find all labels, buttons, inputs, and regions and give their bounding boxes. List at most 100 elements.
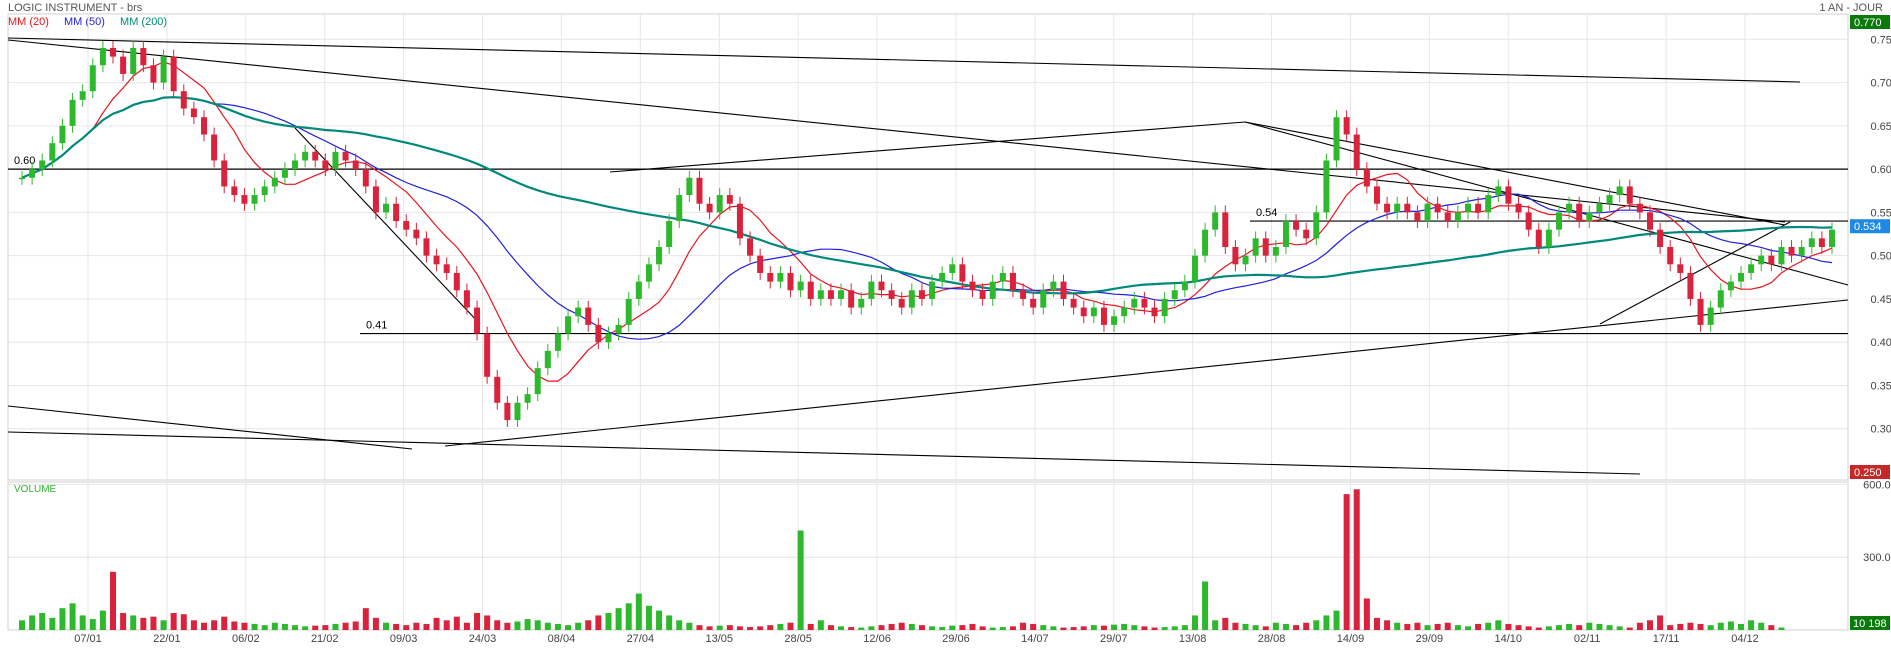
candle-body [989, 281, 996, 299]
candle-body [99, 47, 106, 66]
candle-body [1748, 264, 1755, 273]
date-tick-label: 02/11 [1574, 633, 1601, 645]
candle-body [1202, 229, 1209, 256]
candle-body [1808, 238, 1815, 247]
candle-body [524, 394, 531, 403]
volume-bar [949, 625, 956, 630]
chart-period[interactable]: 1 AN - JOUR [1819, 2, 1883, 14]
volume-tick-label: 300.0K [1863, 552, 1891, 564]
candle-body [999, 272, 1006, 282]
candle-body [1141, 298, 1148, 308]
candle-body [949, 264, 956, 273]
candle-body [1545, 229, 1552, 247]
trend-line [444, 299, 1849, 447]
volume-bar [1707, 625, 1714, 630]
candle-body [666, 221, 673, 247]
candle-body [211, 134, 218, 161]
volume-bar [605, 613, 612, 630]
candle-body [1090, 307, 1097, 317]
volume-bar [969, 623, 976, 630]
candle-body [1111, 316, 1118, 325]
trend-line [294, 127, 481, 325]
date-tick-label: 06/02 [232, 633, 260, 645]
date-tick-label: 13/05 [705, 633, 733, 645]
candle-body [918, 290, 925, 299]
candle-body [413, 229, 420, 239]
chart-title: LOGIC INSTRUMENT - brs [8, 2, 143, 14]
candle-body [1495, 186, 1502, 196]
high-price-tag: 0.770 [1854, 17, 1882, 29]
volume-bar [1262, 626, 1269, 630]
volume-bar [59, 608, 66, 630]
candle-body [362, 169, 369, 187]
candle-body [1626, 186, 1633, 204]
ma200-line [21, 96, 1833, 295]
candle-body [979, 290, 986, 299]
volume-bar [190, 620, 197, 630]
date-tick-label: 27/04 [627, 633, 655, 645]
volume-bar [99, 610, 106, 630]
candle-body [1636, 203, 1643, 213]
volume-bar [666, 615, 673, 630]
volume-bar [443, 620, 450, 630]
candle-body [1464, 203, 1471, 213]
candle-body [1161, 298, 1168, 317]
candle-body [625, 298, 632, 325]
candle-body [312, 151, 319, 161]
candle-body [1616, 186, 1623, 196]
volume-bar [625, 603, 632, 630]
level-label: 0.54 [1256, 207, 1277, 219]
price-tick-label: 0.700 [1870, 78, 1891, 90]
volume-bar [676, 620, 683, 630]
candle-body [433, 255, 440, 265]
volume-bar [1202, 581, 1209, 630]
moving-average-legend: MM (20) MM (50) MM (200) [8, 16, 179, 28]
candle-body [1778, 247, 1785, 265]
candle-body [494, 376, 501, 403]
volume-bar [1151, 627, 1158, 630]
candle-body [736, 203, 743, 239]
volume-bar [1475, 623, 1482, 630]
candle-body [1454, 212, 1461, 222]
candle-body [474, 307, 481, 334]
volume-bar [979, 626, 986, 630]
volume-bar [706, 626, 713, 630]
candle-body [463, 290, 470, 308]
candle-body [1404, 203, 1411, 213]
volume-bar [1727, 621, 1734, 630]
candle-body [1191, 255, 1198, 282]
candle-body [1434, 203, 1441, 213]
volume-bar [1545, 626, 1552, 630]
volume-bar [1121, 623, 1128, 630]
volume-bar [332, 623, 339, 630]
price-tick-label: 0.600 [1870, 164, 1891, 176]
volume-bar [241, 622, 248, 630]
date-tick-label: 13/08 [1179, 633, 1207, 645]
volume-bar [1030, 623, 1037, 630]
candle-body [969, 281, 976, 291]
volume-bar [89, 619, 96, 630]
candle-body [160, 56, 167, 83]
volume-bar [827, 625, 834, 630]
volume-bar [1090, 625, 1097, 630]
candle-body [1121, 307, 1128, 317]
volume-bar [474, 613, 481, 630]
volume-bar [1232, 622, 1239, 630]
candle-body [484, 333, 491, 377]
date-tick-label: 14/09 [1337, 633, 1365, 645]
volume-bar [231, 621, 238, 630]
candle-body [706, 203, 713, 213]
candle-body [838, 290, 845, 299]
volume-bar [484, 615, 491, 630]
candle-body [251, 195, 258, 204]
volume-bar [1444, 622, 1451, 630]
candle-body [1505, 186, 1512, 204]
date-tick-label: 21/02 [311, 633, 339, 645]
candle-body [1798, 247, 1805, 256]
volume-tick-label: 600.0K [1863, 479, 1891, 491]
volume-bar [1737, 623, 1744, 630]
volume-bar [69, 603, 76, 630]
candle-body [1515, 203, 1522, 213]
volume-bar [838, 626, 845, 630]
